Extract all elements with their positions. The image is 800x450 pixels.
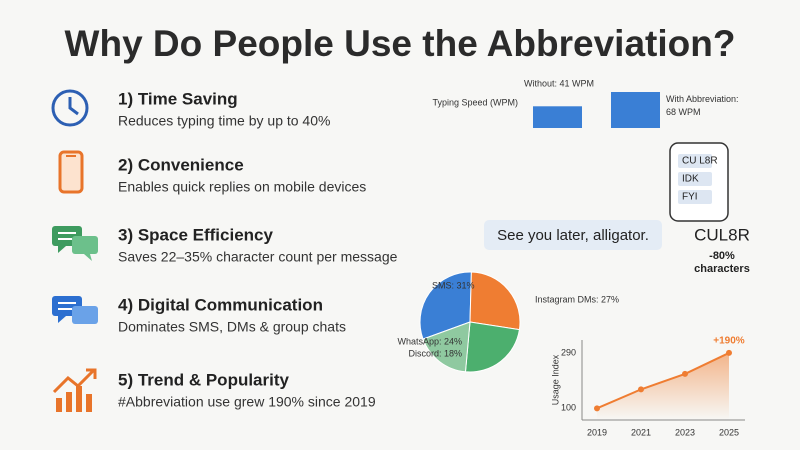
slice-label: SMS: 31%: [432, 280, 475, 290]
y-axis-label: Usage Index: [550, 354, 560, 405]
y-tick-label: 100: [561, 403, 576, 413]
message-bubble: [678, 190, 712, 204]
saving-unit: characters: [694, 263, 750, 275]
trend-icon: [52, 368, 97, 412]
item-text: Enables quick replies on mobile devices: [118, 179, 366, 195]
message-bubble: [678, 154, 712, 168]
pie-slice: [464, 321, 520, 373]
short-form: CUL8R: [694, 225, 750, 244]
phone-icon: [58, 150, 84, 194]
bar: [533, 106, 582, 128]
x-tick-label: 2025: [719, 427, 739, 437]
annotation: +190%: [713, 336, 745, 347]
slice-label: Instagram DMs: 27%: [535, 294, 619, 304]
x-tick-label: 2023: [675, 427, 695, 437]
chat-icon-blue: [52, 296, 98, 324]
value-label: Without: 41 WPM: [524, 78, 594, 88]
slice-label: WhatsApp: 24%: [397, 336, 462, 346]
y-tick-label: 290: [561, 347, 576, 357]
x-tick-label: 2019: [587, 427, 607, 437]
pie-slice: [469, 271, 521, 331]
line: [596, 352, 730, 410]
point: [726, 349, 732, 356]
saving: -80%: [709, 250, 735, 262]
message: CU L8R: [682, 156, 718, 167]
point: [682, 370, 688, 377]
value-label: With Abbreviation: 68 WPM: [666, 94, 739, 117]
item-title: 2) Convenience: [118, 155, 244, 174]
item-title: 4) Digital Communication: [118, 295, 323, 314]
point: [638, 386, 644, 393]
message: FYI: [682, 192, 698, 203]
full-phrase: See you later, alligator.: [497, 227, 649, 244]
item-text: #Abbreviation use grew 190% since 2019: [118, 394, 376, 410]
title: Why Do People Use the Abbreviation?: [65, 23, 736, 64]
pie-slice: [422, 321, 471, 373]
chat-icon-green: [52, 226, 98, 261]
item-text: Dominates SMS, DMs & group chats: [118, 319, 346, 335]
y-axis-label: Typing Speed (WPM): [432, 97, 518, 107]
item-title: 5) Trend & Popularity: [118, 370, 290, 389]
point: [594, 405, 600, 412]
speech-bubble: [484, 220, 662, 250]
slice-label: Discord: 18%: [408, 348, 462, 358]
item-text: Reduces typing time by up to 40%: [118, 113, 330, 129]
clock-icon: [51, 89, 89, 127]
bar: [611, 92, 660, 128]
item-title: 3) Space Efficiency: [118, 225, 274, 244]
message-bubble: [678, 172, 712, 186]
item-title: 1) Time Saving: [118, 89, 238, 108]
x-tick-label: 2021: [631, 427, 651, 437]
pie-slice: [419, 271, 472, 340]
item-text: Saves 22–35% character count per message: [118, 249, 398, 265]
message: IDK: [682, 174, 699, 185]
